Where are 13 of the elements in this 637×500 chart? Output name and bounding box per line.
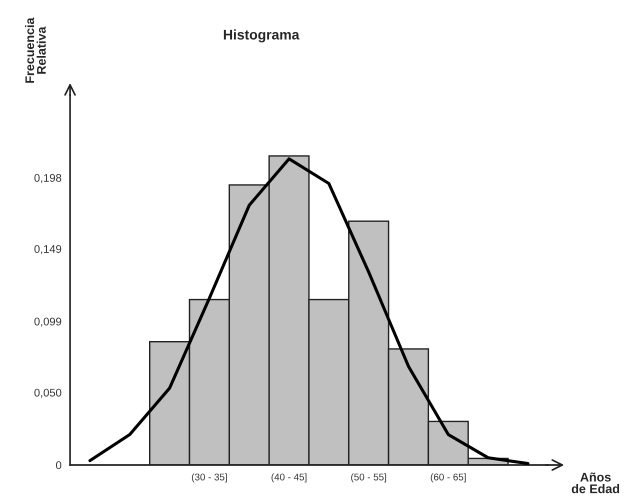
x-tick-label: (30 - 35] [192, 473, 227, 482]
y-tick-label: 0,050 [34, 388, 62, 398]
y-tick-label: 0,198 [34, 174, 62, 184]
x-tick-label: (40 - 45] [272, 473, 306, 482]
chart-title: Histograma [224, 29, 300, 42]
y-tick-label: 0,099 [34, 318, 62, 327]
x-tick-label: (60 - 65] [430, 473, 466, 482]
y-axis-title: Frecuencia Relativa [24, 18, 46, 83]
y-tick-label: 0 [56, 461, 62, 470]
y-tick-label: 0,149 [34, 245, 62, 254]
x-axis-title: Años de Edad [572, 472, 620, 494]
x-tick-label: (50 - 55] [351, 473, 386, 482]
line-series [88, 157, 530, 465]
